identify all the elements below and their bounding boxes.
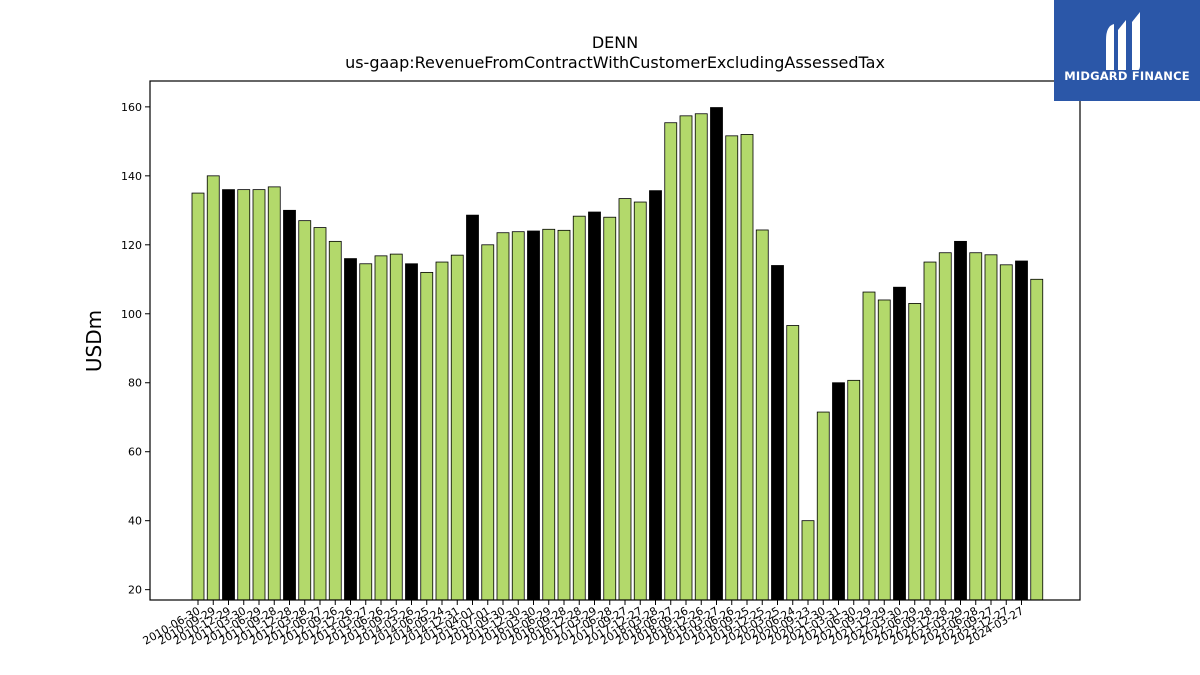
bar (740, 134, 754, 601)
bar (908, 303, 922, 601)
bar (344, 258, 357, 601)
bar (618, 198, 632, 601)
bar (786, 325, 800, 601)
y-tick-label: 60 (128, 446, 142, 459)
x-axis: 2010-06-302010-09-292010-12-292011-03-30… (141, 600, 1026, 648)
bar (450, 254, 464, 601)
bar (847, 379, 861, 601)
bar (572, 215, 586, 601)
y-tick-label: 40 (128, 515, 142, 528)
plot-frame (149, 80, 1081, 601)
bar (923, 261, 937, 601)
bar (954, 240, 967, 601)
bar (710, 107, 723, 601)
logo-text: MIDGARD FINANCE (1064, 69, 1190, 83)
bar (389, 253, 403, 601)
bars-group (191, 107, 1044, 601)
bar (527, 230, 540, 601)
bar (1030, 278, 1044, 601)
bar (603, 216, 617, 601)
y-axis-label: USDm (82, 310, 106, 372)
bar (862, 291, 876, 601)
bar (679, 115, 693, 601)
chart-subtitle: us-gaap:RevenueFromContractWithCustomerE… (345, 53, 885, 72)
y-tick-label: 20 (128, 584, 142, 597)
y-tick-label: 120 (121, 239, 142, 252)
bar (496, 232, 510, 601)
bar (984, 254, 998, 601)
bar (298, 220, 312, 601)
bar (374, 255, 388, 601)
y-axis: 20 40 60 80 100 120 140 160 (121, 101, 150, 597)
bar (405, 263, 418, 601)
bar (877, 299, 891, 601)
bar (283, 209, 296, 601)
y-tick-label: 100 (121, 308, 142, 321)
bar (588, 211, 601, 601)
bar (557, 229, 571, 601)
bar (206, 175, 220, 601)
bar (222, 189, 235, 601)
bar (832, 382, 845, 601)
y-tick-label: 140 (121, 170, 142, 183)
bar (511, 231, 525, 601)
bar (725, 135, 739, 601)
logo-mark-icon (1106, 12, 1140, 70)
bar (328, 240, 342, 601)
bar (1015, 260, 1028, 601)
bar (481, 244, 495, 601)
bar (694, 113, 708, 601)
bar (466, 214, 479, 601)
bar (267, 186, 281, 601)
bar (969, 252, 983, 601)
bar (542, 228, 556, 601)
y-tick-label: 160 (121, 101, 142, 114)
bar (664, 122, 678, 601)
bar (816, 411, 830, 601)
midgard-finance-logo: MIDGARD FINANCE (1054, 0, 1200, 101)
bar (633, 201, 647, 601)
bar (191, 192, 205, 601)
bar (237, 189, 251, 601)
bar (755, 229, 769, 601)
chart-title: DENN (592, 33, 638, 52)
bar (801, 520, 815, 601)
bar (771, 265, 784, 601)
bar (359, 263, 373, 601)
y-tick-label: 80 (128, 377, 142, 390)
bar (938, 252, 952, 601)
bar (999, 264, 1013, 601)
bar (435, 261, 449, 601)
bar (893, 286, 906, 601)
bar (420, 271, 434, 601)
bar (649, 190, 662, 601)
bar (252, 189, 266, 601)
bar (313, 227, 327, 601)
